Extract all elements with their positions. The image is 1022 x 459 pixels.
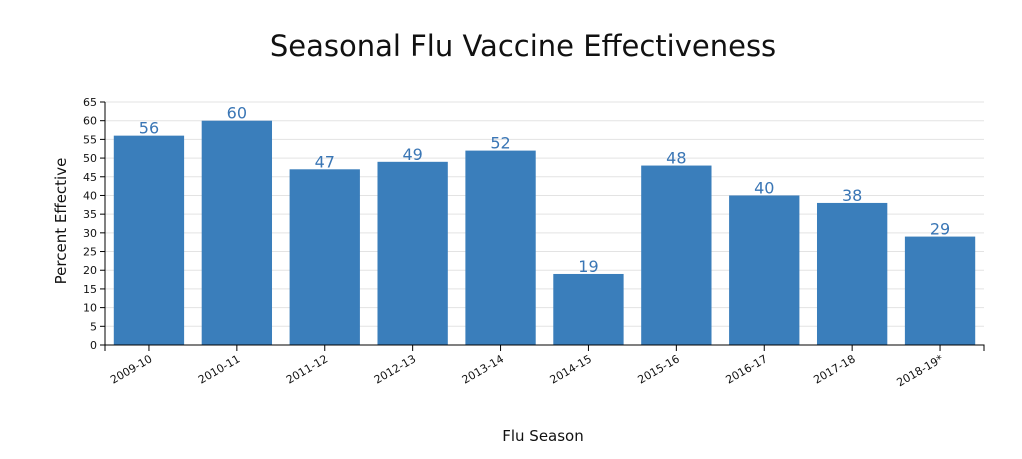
y-tick-label: 65: [83, 96, 97, 109]
x-tick-label: 2013-14: [460, 352, 506, 386]
axes: [104, 102, 985, 351]
y-tick-label: 35: [83, 208, 97, 221]
x-tick-label: 2018-19*: [894, 352, 945, 389]
bar-value-label: 60: [227, 104, 247, 123]
bar-value-label: 47: [315, 152, 335, 171]
y-tick-label: 45: [83, 171, 97, 184]
bar-value-label: 49: [402, 145, 422, 164]
x-axis-label: Flu Season: [502, 427, 584, 445]
y-tick-label: 25: [83, 246, 97, 259]
bar-2013-14: [465, 150, 536, 345]
bar-value-labels: 56 60 47 49 52 19 48 40 38 29: [139, 104, 950, 276]
bar-2015-16: [641, 165, 712, 345]
y-axis-label: Percent Effective: [52, 158, 70, 285]
bar-value-label: 48: [666, 149, 686, 168]
bar-value-label: 56: [139, 119, 159, 138]
bar-value-label: 38: [842, 186, 862, 205]
bar-2014-15: [553, 273, 624, 345]
bar-value-label: 19: [578, 257, 598, 276]
x-tick-label: 2015-16: [636, 352, 682, 386]
bar-2010-11: [201, 120, 273, 345]
y-tick-label: 60: [83, 115, 97, 128]
bar-2016-17: [729, 195, 800, 345]
y-tick-label: 0: [90, 339, 97, 352]
bar-2012-13: [377, 161, 448, 345]
x-axis-ticks: 2009-10 2010-11 2011-12 2012-13 2013-14 2014-…: [108, 345, 946, 389]
y-tick-label: 20: [83, 264, 97, 277]
x-tick-label: 2016-17: [723, 352, 769, 386]
y-tick-label: 55: [83, 133, 97, 146]
y-tick-label: 30: [83, 227, 97, 240]
bar-value-label: 29: [930, 220, 950, 239]
x-tick-label: 2009-10: [108, 352, 154, 386]
y-axis-ticks: 0 5 10 15 20 25 30 35 40 45 50 55 60 65: [83, 96, 105, 352]
bar-2017-18: [816, 202, 888, 345]
x-tick-label: 2010-11: [196, 352, 242, 386]
bar-2009-10: [113, 135, 185, 345]
bars: [113, 120, 976, 345]
x-tick-label: 2012-13: [372, 352, 418, 386]
y-tick-label: 15: [83, 283, 97, 296]
x-axis-line: [105, 344, 985, 351]
y-tick-label: 40: [83, 189, 97, 202]
x-tick-label: 2014-15: [548, 352, 594, 386]
y-tick-label: 50: [83, 152, 97, 165]
y-tick-label: 5: [90, 320, 97, 333]
bar-2011-12: [289, 169, 360, 345]
chart-title: Seasonal Flu Vaccine Effectiveness: [270, 29, 776, 63]
y-tick-label: 10: [83, 302, 97, 315]
x-tick-label: 2017-18: [811, 352, 857, 386]
x-tick-label: 2011-12: [284, 352, 330, 386]
bar-2018-19*: [904, 236, 976, 345]
bar-value-label: 52: [490, 134, 510, 153]
bar-value-label: 40: [754, 178, 774, 197]
